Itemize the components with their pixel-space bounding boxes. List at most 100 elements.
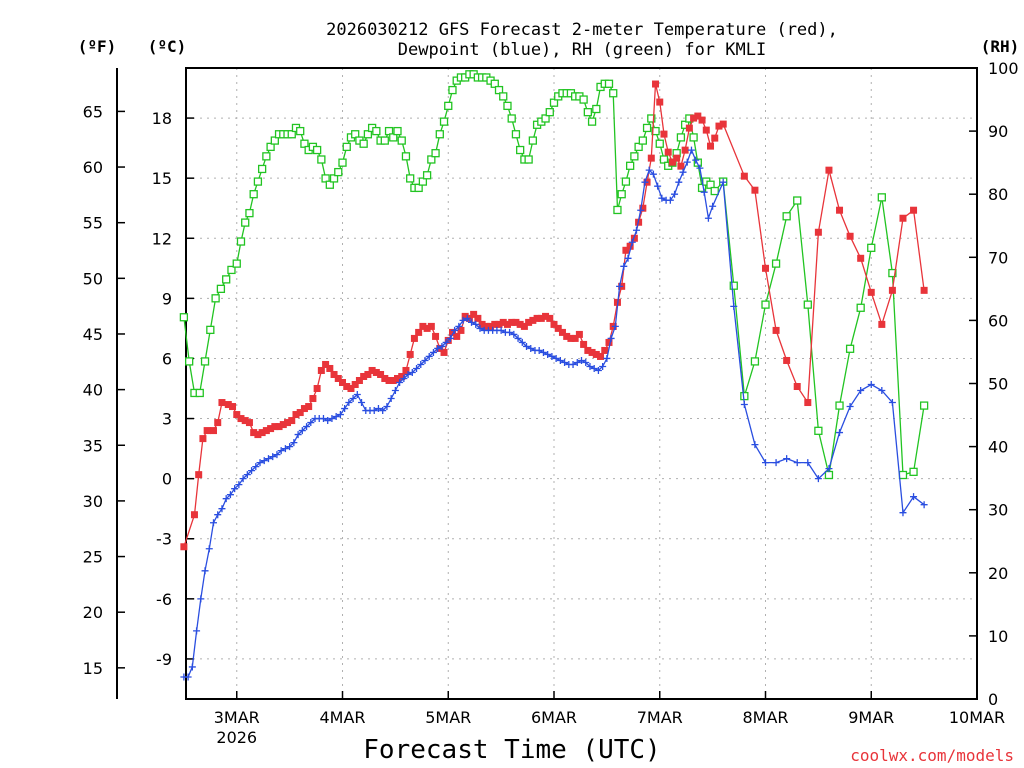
- rh-point: [249, 190, 258, 199]
- dewpoint-point: [438, 342, 446, 350]
- dewpoint-point: [451, 326, 459, 334]
- dewpoint-point: [336, 411, 344, 419]
- rh-tick-label: 20: [988, 564, 1008, 583]
- temperature-point: [190, 511, 198, 519]
- dewpoint-point: [603, 354, 611, 362]
- temperature-point: [339, 378, 347, 386]
- temperature-point: [254, 431, 262, 439]
- rh-point: [898, 470, 908, 480]
- rh-point: [232, 259, 241, 268]
- temperature-point: [453, 332, 461, 340]
- rh-point: [545, 108, 554, 117]
- dewpoint-point: [628, 238, 636, 246]
- time-tick-label: 5MAR: [425, 708, 471, 727]
- dewpoint-point: [379, 407, 387, 415]
- dewpoint-point: [878, 387, 886, 395]
- rh-point: [490, 79, 499, 88]
- dewpoint-point: [446, 334, 454, 342]
- dewpoint-point: [290, 439, 298, 447]
- rh-tick-label: 70: [988, 248, 1008, 267]
- rh-point: [325, 180, 334, 189]
- temperature-point: [300, 405, 308, 413]
- temperature-point: [284, 419, 292, 427]
- temperature-point: [878, 320, 886, 328]
- rh-point: [814, 426, 823, 435]
- temperature-point: [288, 417, 296, 425]
- temperature-point: [715, 122, 723, 130]
- dewpoint-point: [400, 374, 408, 382]
- dewpoint-point: [692, 156, 700, 164]
- temperature-point: [317, 366, 325, 374]
- dewpoint-point: [235, 481, 243, 489]
- temperature-point: [910, 206, 918, 214]
- temperature-point: [660, 130, 668, 138]
- rh-point: [541, 114, 550, 123]
- dewpoint-point: [472, 320, 480, 328]
- fahrenheit-tick-label: 40: [83, 381, 103, 400]
- dewpoint-point: [582, 358, 590, 366]
- rh-point: [185, 357, 194, 366]
- rh-point: [216, 284, 226, 294]
- rh-point: [317, 155, 326, 164]
- dewpoint-point: [468, 318, 476, 326]
- dewpoint-point: [421, 356, 429, 364]
- rh-point: [634, 142, 643, 152]
- temperature-point: [195, 471, 203, 479]
- celsius-tick-label: 9: [162, 289, 172, 308]
- rh-point: [266, 142, 275, 152]
- rh-point: [782, 212, 791, 221]
- rh-point: [418, 177, 428, 186]
- celsius-axis: -9 -6 -3 0 3 6 9 12 15 18: [152, 109, 194, 669]
- temperature-point: [605, 338, 613, 346]
- celsius-tick-label: 15: [152, 169, 172, 188]
- celsius-tick-label: -6: [156, 590, 172, 609]
- chart-title-line-1: 2026030212 GFS Forecast 2-meter Temperat…: [326, 20, 838, 40]
- dewpoint-point: [772, 459, 780, 467]
- dewpoint-point: [434, 344, 442, 352]
- dewpoint-point: [607, 334, 615, 342]
- temperature-point: [474, 314, 482, 322]
- dewpoint-point: [679, 168, 687, 176]
- fahrenheit-tick-label: 35: [83, 436, 103, 455]
- dewpoint-point: [387, 395, 395, 403]
- rh-point: [241, 218, 250, 227]
- dewpoint-point: [231, 485, 239, 493]
- temperature-point: [402, 366, 410, 374]
- dewpoint-point: [201, 567, 209, 575]
- dewpoint-point: [209, 519, 217, 527]
- dewpoint-point: [751, 441, 759, 449]
- dewpoint-point: [307, 419, 315, 427]
- rh-point: [406, 174, 415, 183]
- dewpoint-point: [556, 356, 564, 364]
- dewpoint-point: [408, 368, 416, 376]
- temperature-point: [698, 116, 706, 124]
- temperature-point: [279, 421, 287, 429]
- dewpoint-point: [243, 471, 251, 479]
- temperature-point: [690, 114, 698, 122]
- temperature-point: [203, 427, 211, 435]
- dewpoint-point: [239, 475, 247, 483]
- dewpoint-point: [793, 459, 801, 467]
- temperature-point: [245, 419, 253, 427]
- rh-point: [689, 133, 698, 142]
- temperature-point: [360, 372, 368, 380]
- dewpoint-point: [645, 166, 653, 174]
- temperature-point: [664, 148, 672, 156]
- temperature-point: [793, 383, 801, 391]
- temperature-point: [305, 403, 313, 411]
- dewpoint-point: [294, 431, 302, 439]
- dewpoint-point: [527, 344, 535, 352]
- dewpoint-point: [417, 360, 425, 368]
- dewpoint-point: [578, 356, 585, 364]
- dewpoint-point: [561, 358, 569, 366]
- temperature-point: [313, 385, 321, 393]
- temperature-point: [389, 376, 397, 384]
- dewpoint-point: [218, 505, 226, 513]
- rh-point: [270, 136, 279, 145]
- rh-tick-label: 100: [988, 59, 1019, 78]
- rh-point: [312, 145, 322, 155]
- temperature-point: [673, 154, 681, 162]
- dewpoint-point: [476, 324, 484, 332]
- dewpoint-point: [256, 459, 264, 467]
